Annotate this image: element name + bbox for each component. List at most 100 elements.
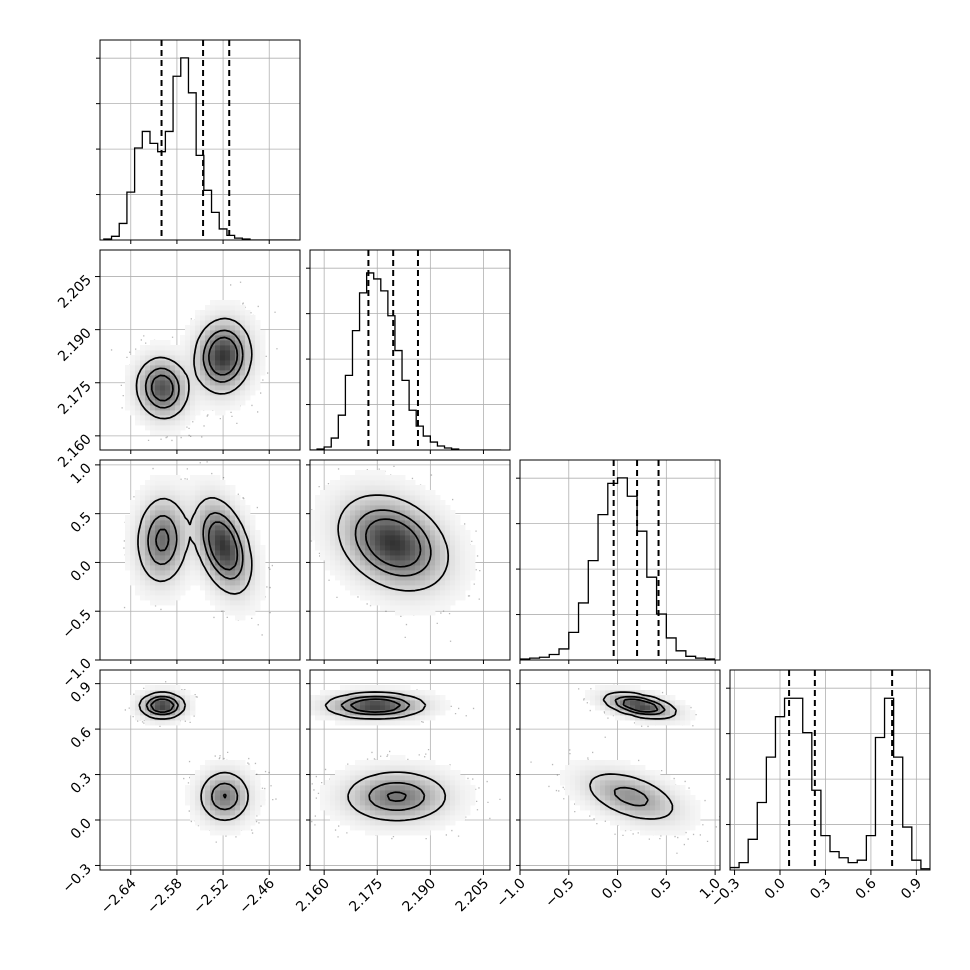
density-cell <box>375 480 381 486</box>
density-cell <box>430 605 436 611</box>
density-cell <box>360 510 366 516</box>
density-cell <box>155 430 161 436</box>
density-cell <box>380 560 386 566</box>
density-cell <box>235 810 241 816</box>
density-cell <box>165 555 171 561</box>
density-cell <box>435 775 441 781</box>
density-cell <box>195 800 201 806</box>
density-cell <box>185 560 191 566</box>
density-cell <box>400 705 406 711</box>
density-cell <box>335 495 341 501</box>
density-cell <box>625 795 631 801</box>
density-cell <box>440 510 446 516</box>
density-cell <box>220 550 226 556</box>
density-cell <box>230 595 236 601</box>
density-cell <box>200 365 206 371</box>
density-cell <box>375 505 381 511</box>
density-cell <box>680 715 686 721</box>
density-cell <box>370 580 376 586</box>
density-cell <box>190 505 196 511</box>
density-cell <box>215 600 221 606</box>
density-cell <box>445 705 451 711</box>
density-cell <box>390 555 396 561</box>
density-cell <box>360 470 366 476</box>
density-cell <box>190 475 196 481</box>
density-cell <box>155 420 161 426</box>
density-cell <box>385 485 391 491</box>
density-cell <box>180 570 186 576</box>
density-cell <box>645 720 651 726</box>
density-cell <box>180 410 186 416</box>
density-cell <box>240 540 246 546</box>
density-cell <box>390 490 396 496</box>
density-cell <box>680 790 686 796</box>
density-cell <box>210 350 216 356</box>
density-cell <box>230 380 236 386</box>
density-cell <box>225 360 231 366</box>
density-cell <box>210 830 216 836</box>
density-cell <box>350 765 356 771</box>
density-cell <box>435 710 441 716</box>
density-cell <box>400 815 406 821</box>
density-cell <box>135 350 141 356</box>
density-cell <box>430 800 436 806</box>
density-cell <box>390 775 396 781</box>
density-cell <box>465 550 471 556</box>
density-cell <box>340 800 346 806</box>
density-cell <box>425 605 431 611</box>
density-cell <box>415 565 421 571</box>
density-cell <box>685 805 691 811</box>
density-cell <box>130 365 136 371</box>
density-cell <box>235 780 241 786</box>
density-cell <box>620 800 626 806</box>
density-cell <box>230 360 236 366</box>
density-cell <box>340 535 346 541</box>
density-cell <box>450 540 456 546</box>
density-cell <box>380 820 386 826</box>
density-cell <box>235 575 241 581</box>
density-cell <box>635 810 641 816</box>
density-cell <box>335 480 341 486</box>
density-cell <box>230 815 236 821</box>
density-cell <box>145 685 151 691</box>
density-cell <box>210 775 216 781</box>
density-cell <box>410 605 416 611</box>
density-cell <box>430 695 436 701</box>
density-cell <box>440 565 446 571</box>
density-cell <box>190 560 196 566</box>
density-panel-1-2 <box>99 249 301 451</box>
density-cell <box>235 305 241 311</box>
density-cell <box>675 700 681 706</box>
density-cell <box>215 575 221 581</box>
density-cell <box>440 575 446 581</box>
density-cell <box>225 385 231 391</box>
density-cell <box>225 815 231 821</box>
density-cell <box>260 560 266 566</box>
density-cell <box>640 765 646 771</box>
density-cell <box>155 505 161 511</box>
density-cell <box>410 800 416 806</box>
density-cell <box>335 715 341 721</box>
density-cell <box>425 710 431 716</box>
contour-line <box>145 695 239 811</box>
density-cell <box>205 820 211 826</box>
density-cell <box>645 795 651 801</box>
density-cell <box>235 395 241 401</box>
density-cell <box>180 530 186 536</box>
density-cell <box>575 765 581 771</box>
density-cell <box>250 770 256 776</box>
density-cell <box>410 565 416 571</box>
density-cell <box>610 795 616 801</box>
density-cell <box>410 575 416 581</box>
density-cell <box>640 780 646 786</box>
density-cell <box>365 505 371 511</box>
density-cell <box>610 710 616 716</box>
density-cell <box>630 785 636 791</box>
density-cell <box>350 550 356 556</box>
density-cell <box>410 550 416 556</box>
density-cell <box>600 690 606 696</box>
density-cell <box>630 825 636 831</box>
density-cell <box>375 715 381 721</box>
density-cell <box>190 410 196 416</box>
density-cell <box>455 805 461 811</box>
